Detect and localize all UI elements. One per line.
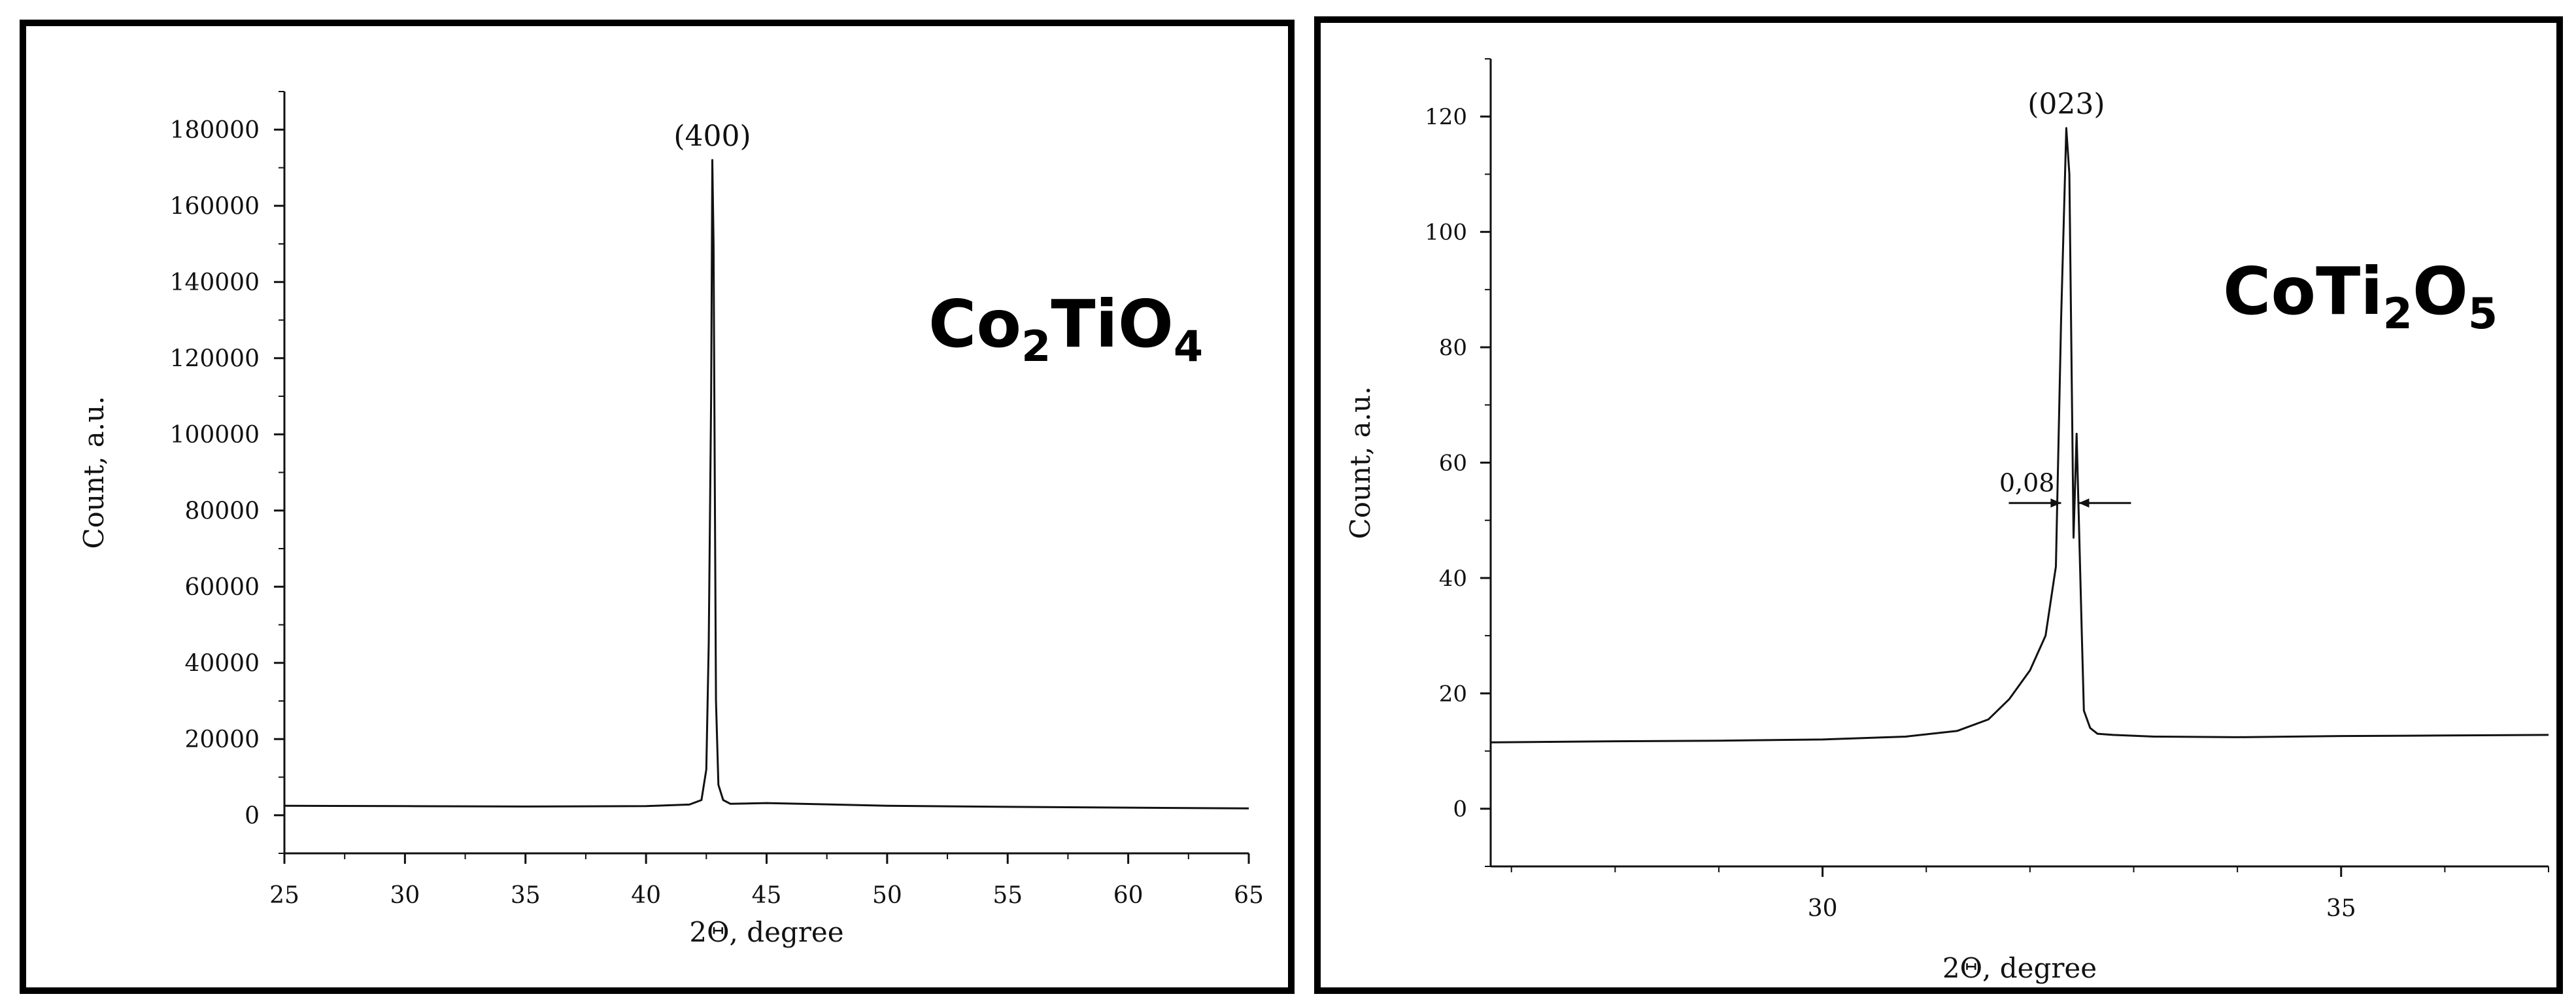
formula-subscript: 5	[2468, 290, 2498, 339]
x-tick-label: 65	[1234, 882, 1264, 909]
y-tick-label: 120000	[170, 345, 260, 372]
compound-formula: CoTi2O5	[2223, 253, 2498, 339]
y-tick-label: 120	[1425, 104, 1467, 130]
y-tick-label: 80	[1439, 335, 1467, 361]
formula-subscript: 4	[1174, 322, 1203, 371]
x-tick-label: 60	[1113, 882, 1144, 909]
co2tio4-xrd-chart: 0 20000 40000 60000 80000 100000 120000 140000 1…	[78, 91, 1264, 948]
coti2o5-xrd-chart: 0 20 40 60 80 100 120 30 35 2Θ, degree Count, a.u.…	[1344, 58, 2549, 984]
peak-label: (400)	[673, 120, 751, 153]
x-tick-label: 55	[992, 882, 1023, 909]
x-tick-label: 30	[390, 882, 420, 909]
y-tick-label: 60	[1439, 450, 1467, 476]
left-chart-panel: 0 20000 40000 60000 80000 100000 120000 140000 1…	[20, 20, 1295, 994]
x-tick-label: 35	[2326, 895, 2356, 922]
x-tick-label: 35	[511, 882, 541, 909]
y-axis-title: Count, a.u.	[78, 396, 110, 549]
x-axis-title: 2Θ, degree	[1942, 952, 2097, 984]
y-tick-label: 140000	[170, 269, 260, 296]
y-tick-label: 100000	[170, 422, 260, 449]
fwhm-left-arrowhead	[2050, 498, 2061, 508]
formula-subscript: 2	[2383, 290, 2413, 339]
formula-text: TiO	[1051, 286, 1174, 362]
y-tick-label: 60000	[184, 574, 260, 601]
y-tick-label: 180000	[170, 117, 260, 144]
fwhm-right-arrowhead	[2078, 498, 2090, 508]
formula-subscript: 2	[1021, 322, 1051, 371]
formula-text: O	[2413, 253, 2468, 330]
xrd-series-line	[1490, 127, 2549, 743]
x-axis-title: 2Θ, degree	[689, 916, 843, 948]
y-tick-label: 0	[1453, 796, 1467, 823]
x-tick-label: 45	[752, 882, 782, 909]
peak-label: (023)	[2027, 88, 2105, 121]
x-tick-label: 40	[631, 882, 661, 909]
compound-formula: Co2TiO4	[928, 286, 1203, 371]
y-tick-label: 0	[245, 802, 260, 829]
x-tick-label: 30	[1808, 895, 1838, 922]
y-tick-label: 40	[1439, 566, 1467, 592]
y-tick-label: 20000	[184, 726, 260, 753]
fwhm-label: 0,08	[1999, 468, 2055, 497]
x-tick-label: 50	[872, 882, 902, 909]
y-tick-label: 40000	[184, 650, 260, 677]
x-tick-label: 25	[269, 882, 299, 909]
y-axis-title: Count, a.u.	[1344, 386, 1376, 539]
formula-text: CoTi	[2223, 253, 2383, 330]
y-tick-label: 100	[1425, 220, 1467, 246]
y-tick-label: 80000	[184, 498, 260, 524]
y-tick-label: 20	[1439, 681, 1467, 707]
right-chart-panel: 0 20 40 60 80 100 120 30 35 2Θ, degree Count, a.u.…	[1314, 16, 2563, 994]
xrd-series-line	[284, 159, 1249, 810]
formula-text: Co	[928, 286, 1021, 362]
y-tick-label: 160000	[170, 193, 260, 220]
